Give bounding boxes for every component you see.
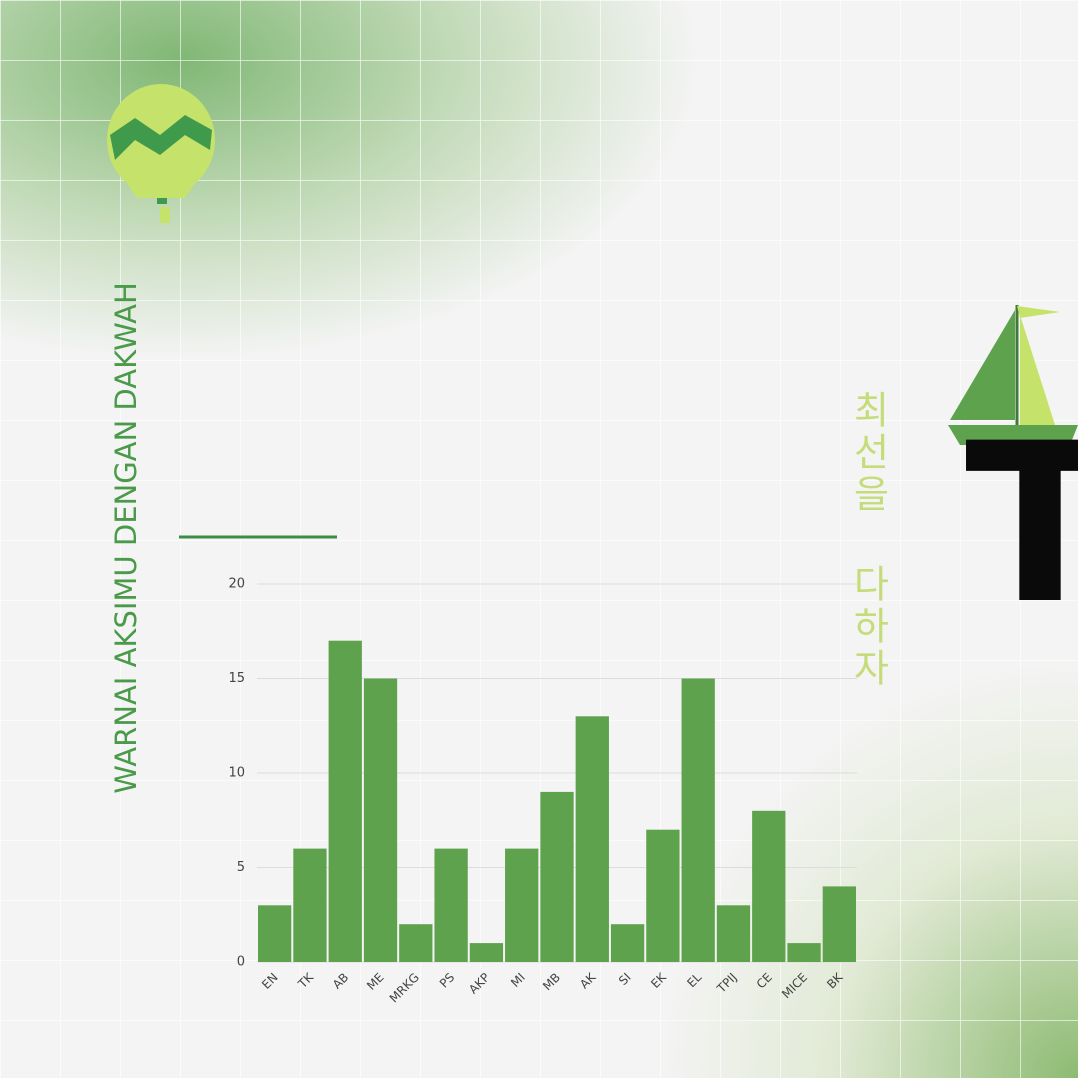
- bar: [575, 716, 609, 962]
- bar: [716, 905, 751, 962]
- y-tick-label: 20: [228, 577, 245, 592]
- x-tick-label: BK: [824, 969, 846, 991]
- title: WARNAI AKSIMU DENGAN DAKWAH: [109, 282, 143, 794]
- balloon: [107, 84, 215, 223]
- x-tick-label: TK: [295, 969, 317, 991]
- x-tick-label: EL: [684, 970, 704, 990]
- bar: [399, 924, 433, 962]
- bar: [822, 886, 856, 962]
- x-tick-label: SI: [616, 970, 634, 988]
- x-tick-label: EN: [259, 970, 281, 992]
- bar: [787, 943, 821, 962]
- bar: [505, 848, 539, 962]
- y-tick-label: 0: [237, 955, 245, 970]
- bar: [469, 943, 504, 962]
- x-tick-label: MI: [508, 970, 528, 990]
- x-tick-label: AK: [577, 969, 599, 991]
- bar: [363, 678, 398, 962]
- bar: [610, 924, 645, 962]
- bar: [646, 829, 680, 962]
- sailboat: [948, 305, 1078, 445]
- bar: [681, 678, 715, 962]
- x-tick-label: MICE: [779, 970, 810, 1001]
- bar: [540, 791, 574, 962]
- y-tick-label: 10: [228, 766, 245, 781]
- x-tick-label: MRKG: [387, 970, 422, 1005]
- bar: [258, 905, 292, 962]
- x-tick-label: MB: [540, 970, 563, 993]
- x-tick-label: CE: [754, 970, 775, 991]
- x-tick-label: EK: [648, 969, 670, 991]
- bar: [434, 848, 468, 962]
- subtitle: 최선을 다하자: [846, 390, 890, 690]
- x-tick-label: PS: [437, 970, 457, 990]
- x-tick-label: AKP: [466, 970, 492, 996]
- bar: [752, 810, 786, 962]
- y-tick-label: 5: [237, 860, 245, 875]
- x-tick-label: AB: [330, 970, 352, 992]
- y-tick-label: 15: [228, 671, 245, 686]
- x-tick-label: TPIJ: [714, 970, 740, 996]
- big-letter: T: [965, 396, 1078, 652]
- x-tick-label: ME: [364, 970, 387, 993]
- bar: [293, 848, 327, 962]
- bar: [328, 640, 362, 962]
